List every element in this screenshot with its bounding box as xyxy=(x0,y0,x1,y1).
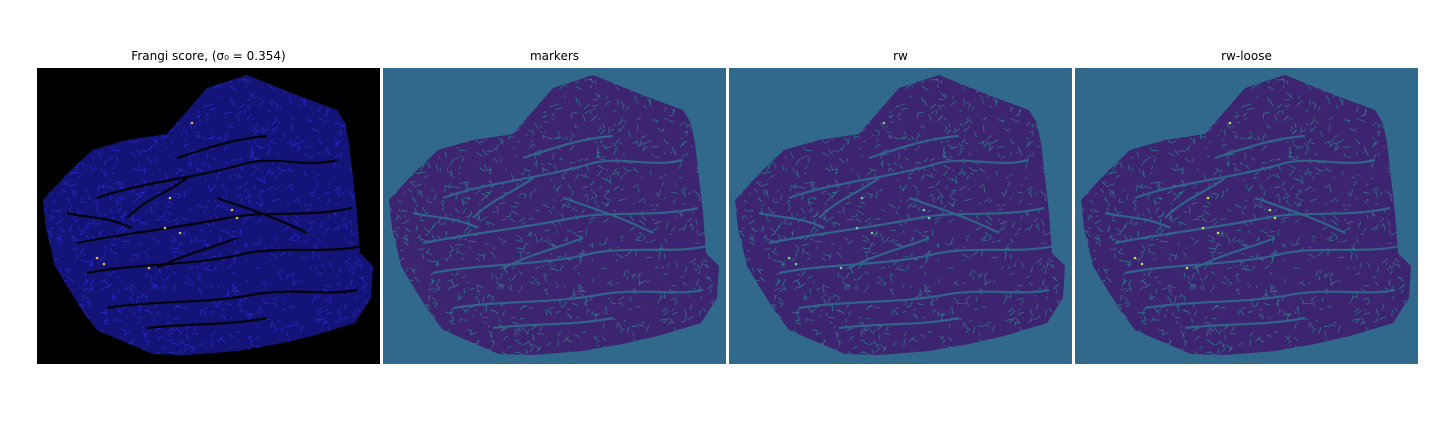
rw-loose-image xyxy=(1075,68,1418,364)
panel-frangi xyxy=(37,68,380,364)
panel-title-frangi: Frangi score, (σ₀ = 0.354) xyxy=(131,49,286,63)
tissue-texture xyxy=(1081,75,1411,355)
rw-image xyxy=(729,68,1072,364)
tissue-region xyxy=(735,75,1065,355)
panel-title-rw-loose: rw-loose xyxy=(1221,49,1272,63)
highlight-spots xyxy=(787,121,931,270)
tissue-region xyxy=(389,75,719,355)
panel-markers xyxy=(383,68,726,364)
tissue-region xyxy=(43,75,373,355)
tissue-region xyxy=(1081,75,1411,355)
frangi-image xyxy=(37,68,380,364)
highlight-spots xyxy=(95,121,239,270)
panel-rw xyxy=(729,68,1072,364)
panel-title-markers: markers xyxy=(529,49,580,63)
highlight-spots xyxy=(1133,121,1277,270)
panel-rw-loose xyxy=(1075,68,1418,364)
markers-image xyxy=(383,68,726,364)
panel-title-rw: rw xyxy=(893,49,908,63)
